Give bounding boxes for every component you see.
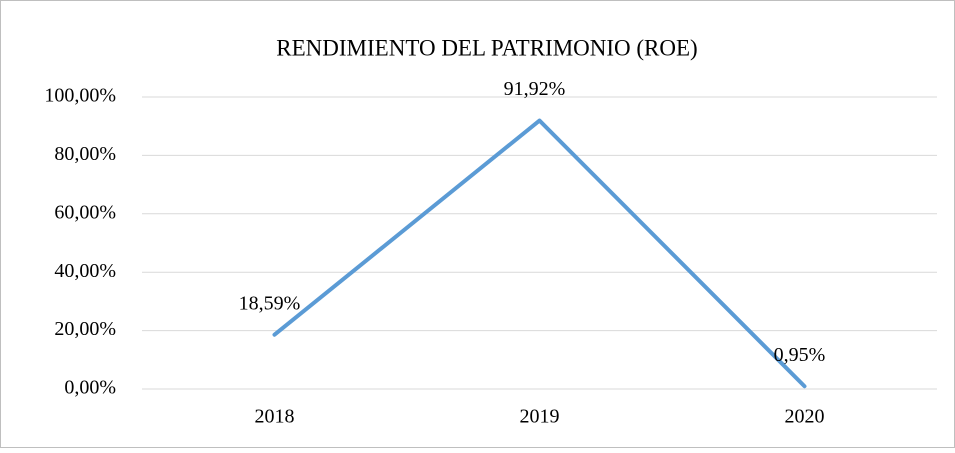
y-tick-label: 100,00% bbox=[44, 85, 116, 107]
y-tick-label: 80,00% bbox=[54, 143, 116, 165]
x-tick-label: 2019 bbox=[520, 406, 560, 428]
chart-title: RENDIMIENTO DEL PATRIMONIO (ROE) bbox=[276, 35, 697, 60]
x-tick-label: 2020 bbox=[785, 406, 825, 428]
data-label: 18,59% bbox=[239, 292, 301, 314]
y-tick-label: 20,00% bbox=[54, 318, 116, 340]
data-label: 91,92% bbox=[504, 78, 566, 100]
y-tick-label: 0,00% bbox=[64, 377, 116, 399]
y-tick-label: 60,00% bbox=[54, 201, 116, 223]
y-tick-label: 40,00% bbox=[54, 260, 116, 282]
line bbox=[272, 118, 807, 389]
data-label: 0,95% bbox=[774, 344, 826, 366]
x-tick-label: 2018 bbox=[255, 406, 295, 428]
